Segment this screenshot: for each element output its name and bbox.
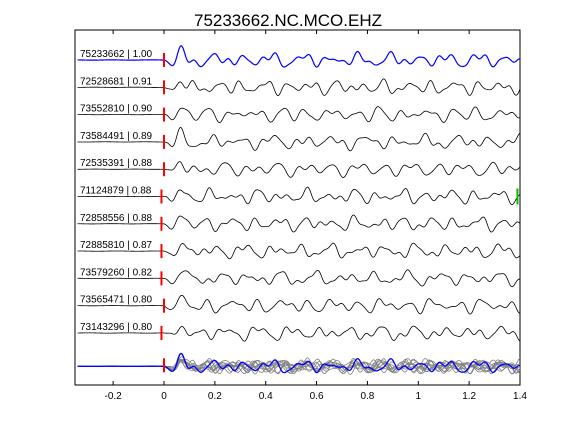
traces-layer — [77, 45, 521, 342]
x-tick-label: 1.2 — [462, 391, 476, 402]
trace-line-73565471 — [77, 294, 521, 315]
plot-area-frame — [74, 29, 521, 386]
trace-label-73584491: 73584491 | 0.89 — [80, 131, 153, 142]
x-tick-label: -0.2 — [105, 391, 123, 402]
trace-line-73584491 — [77, 126, 521, 152]
trace-label-73552810: 73552810 | 0.90 — [80, 104, 153, 115]
trace-label-73565471: 73565471 | 0.80 — [80, 295, 153, 306]
trace-line-72858556 — [77, 214, 521, 233]
pick-markers-layer — [160, 53, 519, 340]
x-tick-label: 1 — [416, 391, 422, 402]
trace-line-72528681 — [77, 78, 521, 97]
chart-title: 75233662.NC.MCO.EHZ — [194, 11, 382, 30]
trace-label-72858556: 72858556 | 0.88 — [80, 213, 153, 224]
trace-label-75233662: 75233662 | 1.00 — [80, 49, 153, 60]
trace-label-72535391: 72535391 | 0.88 — [80, 158, 153, 169]
trace-line-73143296 — [77, 325, 521, 342]
x-tick-label: 0 — [161, 391, 167, 402]
trace-line-75233662 — [77, 45, 521, 68]
trace-label-73143296: 73143296 | 0.80 — [80, 322, 153, 333]
trace-label-72885810: 72885810 | 0.87 — [80, 240, 153, 251]
x-tick-label: 0.2 — [208, 391, 222, 402]
stacked-traces-layer — [77, 352, 521, 375]
trace-line-73579260 — [77, 269, 521, 288]
x-tick-label: 0.8 — [360, 391, 374, 402]
x-tick-label: 0.4 — [259, 391, 273, 402]
trace-label-71124879: 71124879 | 0.88 — [80, 186, 152, 197]
trace-line-73552810 — [77, 106, 521, 124]
x-axis-ticks: -0.2 0 0.2 0.4 0.6 0.8 1 1.2 1.4 — [105, 30, 527, 402]
stack-reference-trace — [77, 352, 521, 374]
trace-label-72528681: 72528681 | 0.91 — [80, 76, 153, 87]
x-tick-label: 1.4 — [513, 391, 527, 402]
trace-labels-layer: 75233662 | 1.00 72528681 | 0.91 73552810 |… — [80, 49, 153, 333]
trace-line-72535391 — [77, 161, 521, 178]
trace-label-73579260: 73579260 | 0.82 — [80, 267, 153, 278]
x-tick-label: 0.6 — [310, 391, 324, 402]
trace-line-71124879 — [77, 186, 521, 206]
trace-line-72885810 — [77, 242, 521, 260]
